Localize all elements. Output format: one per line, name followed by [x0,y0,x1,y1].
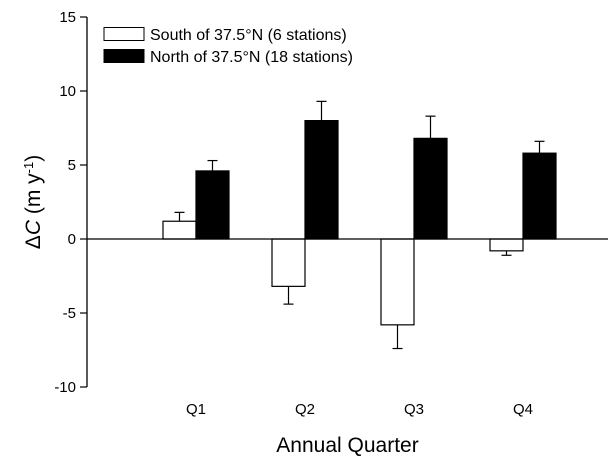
error-bars-layer [174,100,545,350]
y-tick-label: 5 [68,157,76,174]
bar-north-q4 [522,152,557,240]
bar-south-q1 [162,220,197,240]
y-tick-label: -5 [63,305,76,322]
y-axis-title-symbol: C [22,219,45,235]
x-tick-label-q3: Q3 [404,401,424,418]
y-tick-label: 15 [59,9,76,26]
bar-south-q3 [380,238,415,326]
bar-south-q2 [271,238,306,287]
bars-layer [162,119,557,326]
x-tick-label-q2: Q2 [295,401,315,418]
x-tick-labels: Q1 Q2 Q3 Q4 [186,401,533,418]
legend-swatch-north [103,49,145,63]
y-tick-label: 0 [68,231,76,248]
x-tick-label-q1: Q1 [186,401,206,418]
legend-label-south: South of 37.5°N (6 stations) [150,27,347,44]
x-tick-label-q4: Q4 [513,401,533,418]
y-axis-title: ΔC (m y-1) [21,155,45,249]
legend-swatch-south [103,27,145,41]
bar-north-q3 [413,137,448,240]
y-axis-title-prefix: Δ [22,235,45,249]
legend: South of 37.5°N (6 stations) North of 37… [103,27,353,66]
bar-south-q4 [489,238,524,252]
y-axis-title-exponent: -1 [21,162,36,174]
y-axis-title-unit: (m y [22,173,45,220]
y-tick-label: -10 [54,379,76,396]
y-axis-title-close: ) [22,155,45,162]
axes-layer [86,17,608,387]
bar-north-q2 [304,119,339,240]
y-ticks: -10 -5 0 5 10 15 [54,9,87,396]
x-axis-title: Annual Quarter [276,434,418,457]
legend-label-north: North of 37.5°N (18 stations) [150,49,353,66]
y-tick-label: 10 [59,83,76,100]
bar-north-q1 [195,170,230,240]
